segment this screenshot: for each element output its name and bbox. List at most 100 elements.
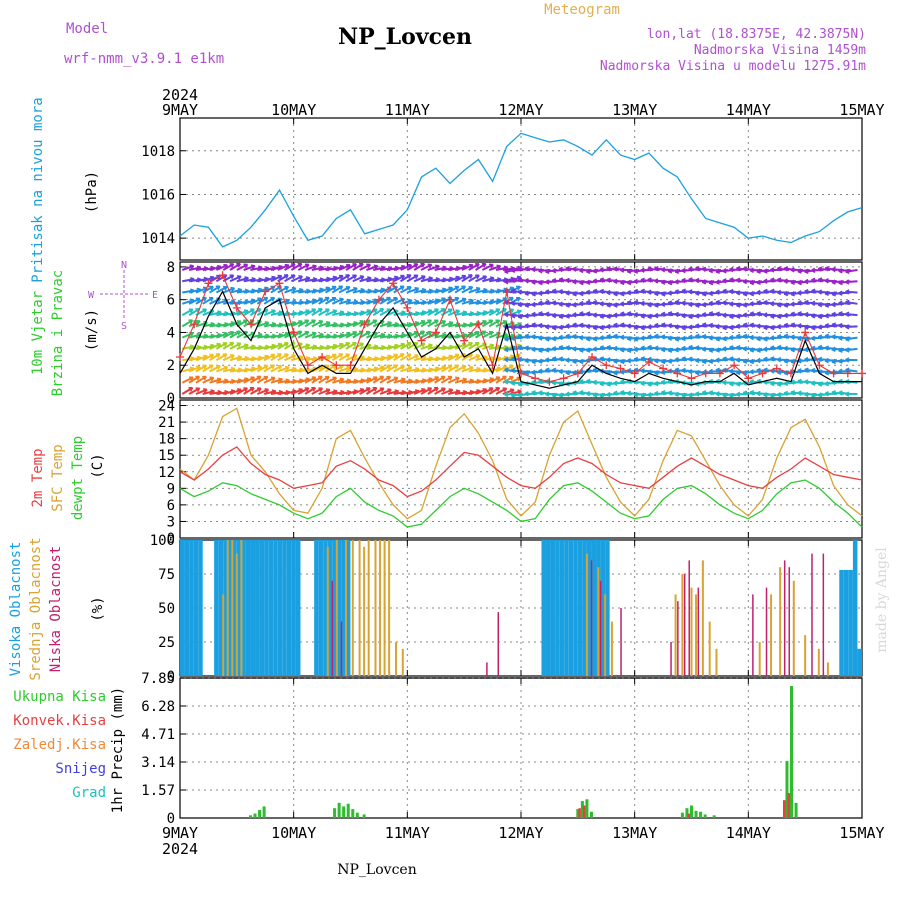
y-tick-label: 12 — [158, 465, 175, 481]
cloud-high-bar — [560, 540, 565, 676]
cloud-mid-bar — [222, 594, 224, 676]
wind-gust-marker — [403, 304, 411, 312]
cloud-high-bar — [573, 540, 578, 676]
cloud-mid-bar — [827, 662, 829, 676]
y-tick-label: 4.71 — [141, 727, 175, 743]
cloud-low-label: Niska Oblacnost — [48, 546, 64, 672]
cloud-high-bar — [564, 540, 569, 676]
y-tick-label: 100 — [150, 533, 175, 549]
bottom-date-13may: 13MAY — [612, 824, 657, 842]
cloud-high-bar — [246, 540, 251, 676]
y-tick-label: 25 — [158, 635, 175, 651]
wind-gust-marker — [602, 361, 610, 369]
precip-total-bar — [704, 814, 707, 818]
precip-total-bar — [351, 809, 354, 818]
precip-conv-bar — [783, 800, 786, 818]
model-name: wrf-nmm_v3.9.1 e1km — [64, 51, 224, 67]
bottom-date-14may: 14MAY — [726, 824, 771, 842]
cloud-high-bar — [264, 540, 269, 676]
cloud-low-bar — [486, 662, 488, 676]
bottom-date-15may: 15MAY — [839, 824, 884, 842]
cloud-low-bar — [332, 581, 334, 676]
cloud-high-bar — [314, 540, 319, 676]
compass-east: E — [152, 290, 158, 301]
cloud-high-bar — [857, 649, 862, 676]
precip-conv-bar — [583, 806, 586, 818]
y-tick-label: 6 — [167, 293, 175, 309]
pressure-units: (hPa) — [84, 171, 100, 213]
y-tick-label: 8 — [167, 260, 175, 276]
cloud-low-bar — [600, 581, 602, 676]
precip-total-bar — [795, 803, 798, 818]
precip-total-bar — [338, 803, 341, 818]
cloud-mid-bar — [804, 635, 806, 676]
cloud-mid-bar — [359, 540, 361, 676]
sfctemp-label: SFC Temp — [50, 444, 66, 511]
cloud-high-bar — [282, 540, 287, 676]
cloud-mid-bar — [379, 540, 381, 676]
cloud-mid-bar — [375, 540, 377, 676]
cloud-high-bar — [250, 540, 255, 676]
cloud-mid-label: Srednja Oblacnost — [28, 537, 44, 680]
top-date-12may: 12MAY — [498, 101, 543, 119]
precip-total-bar — [790, 686, 793, 818]
precip-total-bar — [249, 815, 252, 818]
panel-grids — [180, 118, 862, 818]
cloud-high-bar — [578, 540, 583, 676]
y-tick-label: 1.57 — [141, 783, 175, 799]
precip-total-bar — [585, 799, 588, 818]
y-tick-label: 75 — [158, 567, 175, 583]
legend-total-rain: Ukupna Kisa — [13, 689, 106, 705]
precip-total-bar — [590, 812, 593, 818]
cloud-high-bar — [291, 540, 296, 676]
precip-conv-bar — [688, 814, 691, 818]
y-tick-label: 4 — [167, 325, 175, 341]
cloud-high-bar — [180, 540, 185, 676]
cloud-high-bar — [273, 540, 278, 676]
footer-station: NP_Lovcen — [337, 862, 416, 878]
cloud-mid-bar — [597, 567, 599, 676]
wind-gust-marker — [560, 374, 568, 382]
cloud-low-bar — [341, 622, 343, 676]
top-date-14may: 14MAY — [726, 101, 771, 119]
cloud-high-bar — [185, 540, 190, 676]
precip-total-bar — [263, 806, 266, 818]
y-tick-label: 1016 — [141, 187, 175, 203]
temp-units: (C) — [90, 453, 106, 478]
cloud-low-bar — [789, 567, 791, 676]
cloud-low-bar — [498, 612, 500, 676]
temp2m-label: 2m Temp — [30, 448, 46, 507]
y-tick-label: 50 — [158, 601, 175, 617]
bottom-date-12may: 12MAY — [498, 824, 543, 842]
wind-gust-marker — [858, 369, 866, 377]
precip-total-bar — [695, 811, 698, 818]
compass-south: S — [121, 321, 127, 332]
legend-conv-rain: Konvek.Kisa — [13, 713, 106, 729]
y-tick-label: 1014 — [141, 231, 175, 247]
wind-gust-marker — [801, 328, 809, 336]
y-tick-label: 3 — [167, 514, 175, 530]
cloud-high-bar — [278, 540, 283, 676]
cloud-low-bar — [684, 574, 686, 676]
precip-total-bar — [333, 808, 336, 818]
cloud-mid-bar — [675, 594, 677, 676]
precip-conv-bar — [578, 808, 581, 818]
cloud-mid-bar — [611, 622, 613, 676]
compass-north: N — [121, 260, 127, 271]
cloud-mid-bar — [327, 547, 329, 676]
wind-gust-marker — [702, 369, 710, 377]
wind-gust-marker — [531, 374, 539, 382]
cloud-low-bar — [811, 554, 813, 676]
cloud-mid-bar — [709, 622, 711, 676]
precip-conv-bar — [788, 793, 791, 818]
cloud-mid-bar — [402, 649, 404, 676]
top-date-9may: 9MAY — [162, 101, 198, 119]
y-tick-label: 21 — [158, 415, 175, 431]
wind-gust-marker — [275, 279, 283, 287]
wind-gust-marker — [545, 378, 553, 386]
y-tick-label: 15 — [158, 448, 175, 464]
y-tick-label: 9 — [167, 481, 175, 497]
cloud-high-bar — [296, 540, 301, 676]
cloud-high-label: Visoka Oblacnost — [8, 542, 24, 677]
